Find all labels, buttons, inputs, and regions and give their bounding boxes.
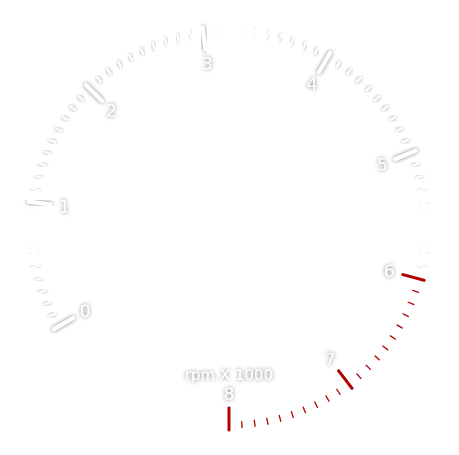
minor-tick (290, 37, 295, 46)
minor-tick (346, 68, 352, 76)
minor-tick (61, 115, 69, 122)
tick-labels: 0 1 2 3 4 5 6 7 8 (59, 54, 395, 405)
minor-tick-redline (412, 289, 420, 293)
minor-tick (34, 175, 43, 179)
tick-label-0: 0 (80, 302, 91, 322)
minor-tick (43, 150, 51, 155)
minor-tick (54, 127, 62, 132)
minor-tick (420, 252, 429, 256)
minor-tick-redline (407, 301, 415, 306)
major-tick (84, 83, 104, 103)
minor-tick-redline (253, 419, 256, 427)
minor-tick (43, 301, 51, 306)
minor-tick (389, 115, 397, 122)
minor-tick-redline (266, 417, 269, 425)
minor-tick (31, 188, 40, 192)
minor-tick-redline (389, 335, 396, 340)
minor-tick (402, 138, 410, 144)
tick-label-4: 4 (307, 75, 318, 95)
minor-tick (418, 188, 427, 192)
major-tick (52, 316, 76, 331)
minor-tick-redline (356, 373, 362, 380)
tick-label-7: 7 (325, 351, 336, 371)
minor-tick (69, 105, 77, 111)
minor-tick (77, 95, 85, 102)
minor-tick (420, 200, 429, 204)
minor-tick (128, 53, 133, 61)
minor-tick (38, 162, 47, 167)
major-tick (393, 148, 418, 162)
minor-tick (396, 127, 404, 132)
minor-tick (163, 37, 168, 46)
minor-tick-redline (382, 345, 389, 351)
tick-label-5: 5 (377, 156, 388, 176)
major-tick-redline (337, 369, 354, 390)
tick-label-6: 6 (384, 262, 395, 282)
minor-tick (48, 138, 56, 144)
minor-tick (106, 68, 112, 76)
minor-tick-redline (336, 388, 341, 395)
tick-label-8: 8 (224, 385, 235, 405)
minor-tick (48, 312, 56, 318)
tick-label-1: 1 (59, 197, 70, 217)
minor-tick (365, 85, 372, 92)
minor-tick-redline (396, 324, 403, 329)
minor-tick-redline (325, 395, 330, 402)
minor-tick (355, 76, 362, 84)
major-tick (200, 25, 208, 52)
minor-tick (415, 175, 424, 179)
minor-tick (253, 28, 257, 37)
unit-label: rpm X 1000 (185, 366, 273, 384)
minor-tick-redline (374, 355, 381, 361)
minor-tick-redline (314, 401, 319, 409)
minor-tick (278, 33, 282, 42)
minor-tick (189, 30, 193, 39)
minor-tick-redline (290, 411, 294, 419)
minor-tick (139, 47, 145, 55)
minor-tick-redline (365, 364, 372, 371)
minor-tick (265, 30, 269, 39)
tick-marks (26, 25, 430, 432)
minor-tick (31, 264, 40, 268)
minor-tick (302, 42, 307, 50)
minor-tick (335, 60, 342, 68)
major-tick-redline (401, 273, 426, 282)
minor-tick (116, 60, 123, 68)
minor-tick (29, 252, 38, 256)
minor-tick-redline (278, 414, 282, 422)
minor-tick (418, 264, 427, 268)
major-tick (26, 199, 53, 207)
minor-tick-redline (402, 313, 410, 318)
minor-tick (411, 162, 420, 167)
minor-tick-redline (302, 406, 307, 414)
minor-tick (373, 95, 381, 102)
tick-label-2: 2 (106, 102, 117, 122)
tick-label-3: 3 (202, 54, 213, 74)
minor-tick (381, 105, 389, 111)
minor-tick (176, 33, 180, 42)
major-tick (317, 51, 332, 75)
minor-tick (38, 289, 47, 294)
minor-tick (34, 277, 43, 281)
minor-tick (313, 47, 319, 55)
minor-tick (151, 42, 156, 50)
minor-tick (96, 76, 103, 84)
